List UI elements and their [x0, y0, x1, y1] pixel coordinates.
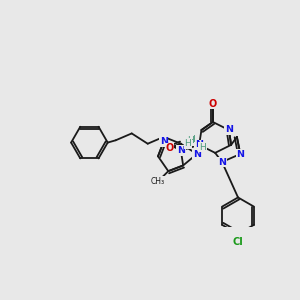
Text: N: N — [177, 146, 185, 155]
Text: H: H — [188, 135, 194, 144]
Text: O: O — [165, 143, 174, 153]
Text: H: H — [187, 136, 194, 145]
Text: N: N — [160, 137, 168, 146]
Text: H: H — [184, 139, 191, 148]
Text: H: H — [199, 142, 206, 152]
Text: Cl: Cl — [232, 237, 243, 247]
Text: CH₃: CH₃ — [151, 177, 165, 186]
Text: N: N — [225, 125, 233, 134]
Text: N: N — [218, 158, 226, 166]
Text: O: O — [209, 99, 217, 109]
Text: N: N — [195, 140, 203, 149]
Text: N: N — [236, 149, 244, 158]
Text: N: N — [193, 149, 201, 158]
